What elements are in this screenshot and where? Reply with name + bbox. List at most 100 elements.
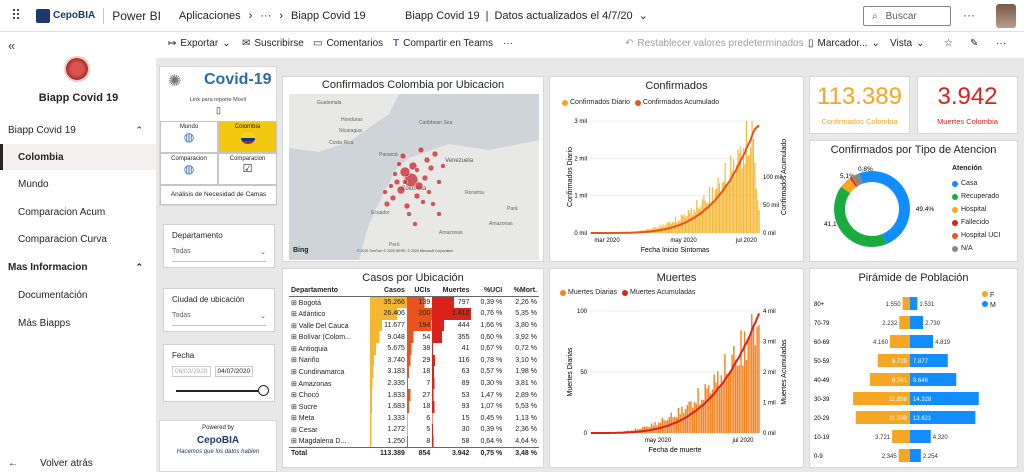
sidebar-item-mas-biapps[interactable]: Más Biapps: [0, 310, 157, 336]
date-to-input[interactable]: 04/07/2020: [214, 366, 254, 377]
map-bubble[interactable]: [408, 161, 418, 171]
table-row[interactable]: ⊞ Atlántico 26.406 200 1.412 0,76 % 5,35 %: [289, 308, 539, 320]
sidebar-item-documentacion[interactable]: Documentación: [0, 282, 157, 308]
column-header[interactable]: Muertes: [432, 285, 472, 298]
avatar[interactable]: [996, 4, 1016, 28]
table-row[interactable]: ⊞ Cundinamarca 3.183 18 63 0,57 % 1,98 %: [289, 366, 539, 378]
map-bubble[interactable]: [431, 150, 439, 158]
table-row[interactable]: ⊞ Sucre 1.683 18 93 1,07 % 5,53 %: [289, 400, 539, 413]
map-bubble[interactable]: [417, 146, 425, 154]
subscribe-button[interactable]: ✉ Suscribirse: [242, 38, 304, 49]
bar-m[interactable]: [910, 411, 976, 424]
map-bubble[interactable]: [399, 152, 407, 160]
edit-icon[interactable]: ✎: [970, 38, 979, 49]
tile-camas[interactable]: Análisis de Necesidad de Camas: [160, 185, 277, 205]
bar-f[interactable]: [898, 449, 910, 462]
map-svg[interactable]: Guatemala Honduras Nicaragua Costa Rica …: [289, 94, 539, 260]
confirmados-plot[interactable]: 0 mil 1 mil 2 mil 3 mil 0 mil 50 mil 100 mil ma…: [550, 111, 805, 261]
bar-f[interactable]: [855, 411, 910, 424]
sidebar-section-info[interactable]: Mas Informacion ⌃: [0, 254, 157, 280]
report-title[interactable]: Biapp Covid 19 | Datos actualizados el 4…: [405, 9, 648, 23]
map-bubble[interactable]: [399, 166, 411, 178]
map-bubble[interactable]: [392, 171, 398, 177]
donut-chart[interactable]: 41,1% 49,4% 5,1% 0,8%: [810, 159, 940, 259]
phone-icon[interactable]: ▯: [216, 105, 221, 115]
bar-m[interactable]: [910, 297, 918, 310]
map-bubble[interactable]: [436, 211, 442, 217]
table-row[interactable]: ⊞ Amazonas 2.335 7 89 0,30 % 3,81 %: [289, 377, 539, 390]
map-bubble[interactable]: [396, 161, 402, 167]
bar-f[interactable]: [890, 335, 910, 348]
donut-slice[interactable]: [858, 171, 910, 245]
column-header[interactable]: UCIs: [406, 285, 433, 298]
map-bubble[interactable]: [396, 185, 406, 195]
table-row[interactable]: ⊞ Meta 1.333 6 15 0,45 % 1,13 %: [289, 412, 539, 425]
bar-m[interactable]: [910, 316, 924, 329]
date-from-input[interactable]: 06/03/2020: [172, 366, 211, 377]
departamento-dropdown[interactable]: Todas ⌄: [172, 248, 266, 262]
date-slider-track[interactable]: [176, 390, 262, 392]
tile-comparacion-1[interactable]: Comparacion ◍: [160, 153, 218, 185]
donut-slice[interactable]: [841, 178, 857, 194]
tile-mundo[interactable]: Mundo ◍: [160, 121, 218, 153]
sidebar-item-comparacion-acum[interactable]: Comparacion Acum: [0, 199, 157, 225]
bar-m[interactable]: [910, 373, 957, 386]
comments-button[interactable]: ▭ Comentarios: [313, 38, 383, 49]
table-row[interactable]: ⊞ Bolívar (Colom... 9.048 54 355 0,60 % 3,92 …: [289, 331, 539, 343]
favorite-icon[interactable]: ☆: [944, 38, 953, 49]
breadcrumb-apps[interactable]: Aplicaciones: [178, 9, 241, 22]
collapse-nav-icon[interactable]: «: [8, 38, 16, 53]
bar-m[interactable]: [910, 449, 921, 462]
search-box[interactable]: ⌕ Buscar: [863, 6, 951, 26]
map-bubble[interactable]: [414, 181, 424, 191]
map-bubble[interactable]: [430, 201, 436, 207]
piramide-plot[interactable]: 80+ 1.550 1.531 70-79 2.232 2.730 60-69 4.160 4.…: [810, 287, 1010, 467]
more-actions-button[interactable]: ···: [503, 38, 513, 49]
more-options-icon[interactable]: ···: [996, 38, 1006, 49]
bar-f[interactable]: [877, 354, 910, 367]
map-bubble[interactable]: [393, 178, 401, 186]
bar-m[interactable]: [910, 354, 948, 367]
reset-button[interactable]: ↶ Restablecer valores predeterminados: [625, 38, 804, 49]
map-bubble[interactable]: [440, 163, 446, 169]
tile-comparacion-2[interactable]: Comparacion ☑: [218, 153, 277, 185]
app-launcher-icon[interactable]: ⠿: [10, 7, 22, 23]
muertes-plot[interactable]: 0 50 100 0 mil 1 mil 2 mil 3 mil 4 mil may 2020 j…: [550, 301, 805, 467]
bar-f[interactable]: [899, 316, 910, 329]
column-header[interactable]: %Mort.: [504, 285, 539, 298]
sidebar-item-comparacion-curva[interactable]: Comparacion Curva: [0, 226, 157, 252]
map-bubble[interactable]: [406, 211, 412, 217]
donut-slice[interactable]: [852, 173, 863, 186]
table-row[interactable]: ⊞ Nariño 3.740 29 116 0,78 % 3,10 %: [289, 354, 539, 367]
map-bubble[interactable]: [423, 156, 431, 164]
table-row[interactable]: ⊞ Cesar 1.272 5 30 0,39 % 2,36 %: [289, 424, 539, 436]
donut-slice[interactable]: [849, 177, 858, 188]
donut-slice[interactable]: [851, 176, 858, 187]
map-bubble[interactable]: [426, 189, 432, 195]
date-slider-handle[interactable]: [258, 385, 269, 396]
breadcrumb-more[interactable]: ···: [260, 9, 272, 22]
bar-m[interactable]: [910, 335, 934, 348]
product-name[interactable]: Power BI: [112, 8, 161, 23]
tile-colombia[interactable]: Colombia: [218, 121, 277, 153]
export-button[interactable]: ↦ Exportar ⌄: [168, 38, 231, 49]
bar-f[interactable]: [902, 297, 910, 310]
map-bubble[interactable]: [421, 174, 429, 182]
table-row[interactable]: ⊞ Valle Del Cauca 11.677 194 444 1,66 % 3,80 …: [289, 319, 539, 332]
column-header[interactable]: Casos: [370, 285, 407, 298]
bar-m[interactable]: [910, 392, 979, 405]
ciudad-dropdown[interactable]: Todas ⌄: [172, 312, 266, 326]
donut-slice[interactable]: [834, 186, 887, 247]
bar-f[interactable]: [892, 430, 910, 443]
breadcrumb-app[interactable]: Biapp Covid 19: [291, 9, 366, 22]
table-row[interactable]: ⊞ Chocó 1.833 27 53 1,47 % 2,89 %: [289, 389, 539, 401]
map-bubble[interactable]: [420, 199, 426, 205]
map-bubble[interactable]: [383, 200, 391, 208]
bar-f[interactable]: [853, 392, 910, 405]
sidebar-item-mundo[interactable]: Mundo: [0, 171, 157, 197]
table-row[interactable]: ⊞ Bogotá 35.266 139 797 0,39 % 2,26 %: [289, 296, 539, 309]
bookmark-button[interactable]: ▯ Marcador... ⌄: [808, 38, 880, 49]
column-header[interactable]: Departamento: [289, 285, 371, 298]
bar-f[interactable]: [869, 373, 910, 386]
map-bubble[interactable]: [414, 167, 420, 173]
